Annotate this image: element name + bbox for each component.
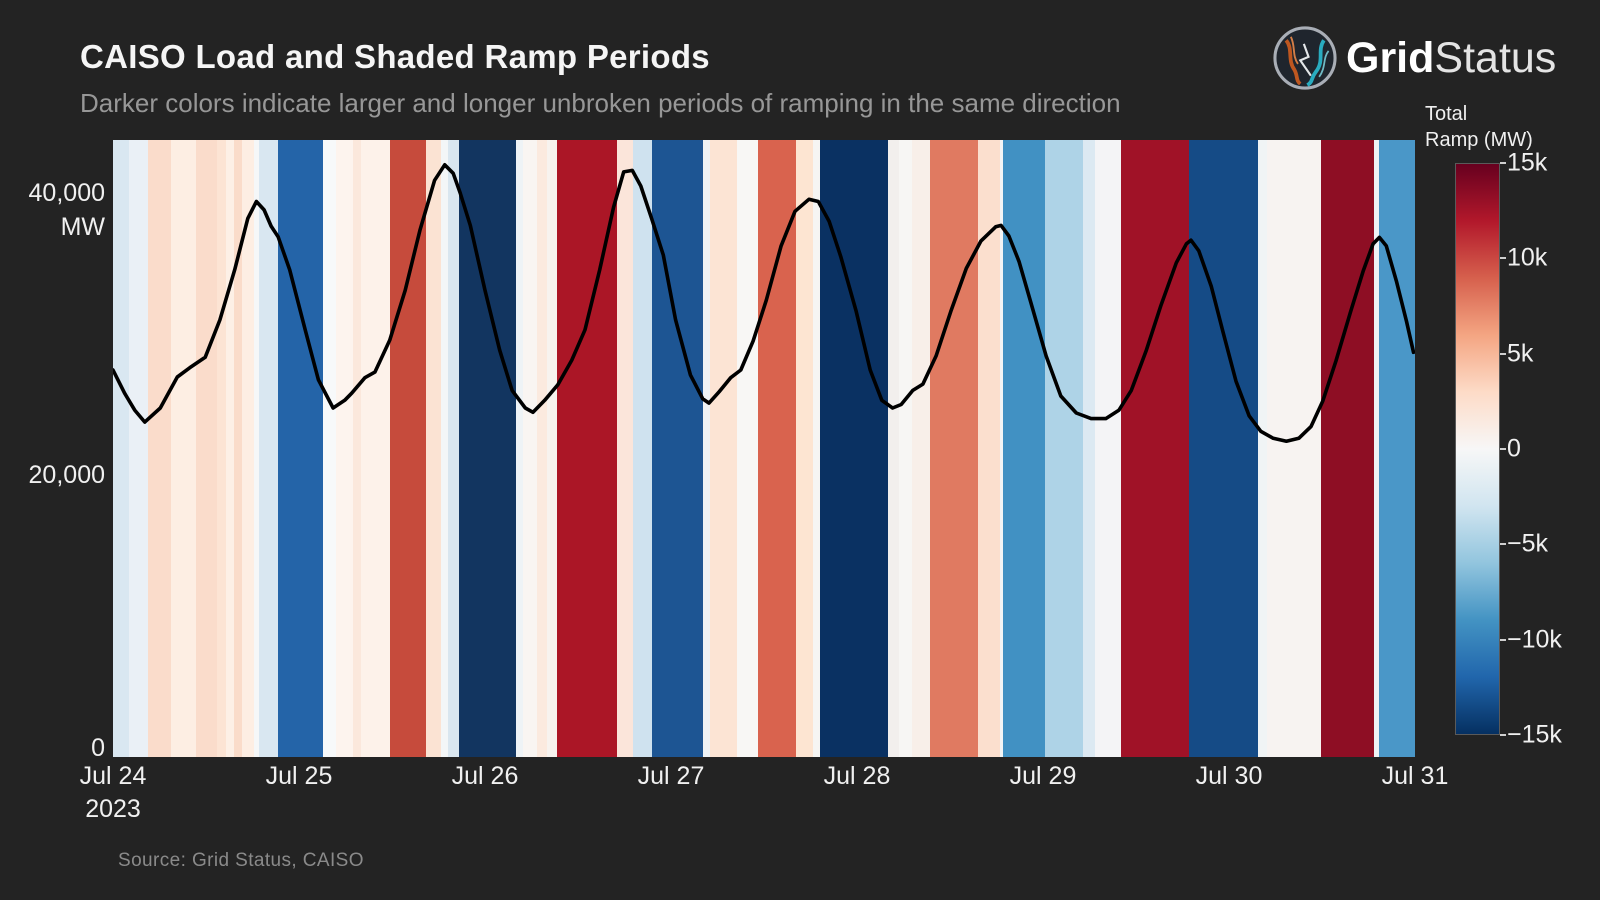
ramp-band: [1266, 140, 1321, 757]
x-tick-label: Jul 30: [1195, 762, 1263, 790]
ramp-band: [361, 140, 390, 757]
colorbar-tick-label: −15k: [1507, 720, 1562, 749]
ramp-band: [440, 140, 449, 757]
colorbar-tick-mark: [1500, 543, 1506, 546]
ramp-band: [522, 140, 537, 757]
ramp-band: [217, 140, 226, 757]
gridstatus-wordmark: GridStatus: [1346, 34, 1556, 83]
ramp-band: [1095, 140, 1121, 757]
ramp-band: [1045, 140, 1083, 757]
ramp-band: [1120, 140, 1189, 757]
colorbar-tick-mark: [1500, 352, 1506, 355]
x-tick-label: Jul 27: [637, 762, 705, 790]
ramp-band: [1257, 140, 1267, 757]
page-title: CAISO Load and Shaded Ramp Periods: [80, 38, 710, 75]
chart-subtitle: Darker colors indicate larger and longer…: [80, 88, 1121, 118]
colorbar-tick-label: 10k: [1507, 243, 1548, 272]
colorbar-title-line1: Total: [1425, 103, 1468, 125]
x-tick-label: Jul 26: [451, 762, 519, 790]
brand-grid: Grid: [1346, 33, 1435, 82]
ramp-band: [1320, 140, 1374, 757]
ramp-band: [703, 140, 710, 757]
ramp-band: [113, 140, 129, 757]
ramp-band: [253, 140, 259, 757]
x-tick-label: Jul 31: [1381, 762, 1449, 790]
ramp-band: [259, 140, 278, 757]
colorbar-tick-mark: [1500, 162, 1506, 164]
ramp-band: [148, 140, 171, 757]
x-tick-label: Jul 24 2023: [79, 762, 147, 823]
colorbar: [1455, 163, 1500, 735]
ramp-band: [448, 140, 460, 757]
ramp-band: [242, 140, 254, 757]
colorbar-title: Total Ramp (MW): [1425, 101, 1533, 153]
ramp-band: [389, 140, 427, 757]
y-tick-label: 0: [91, 734, 105, 762]
ramp-band: [912, 140, 930, 757]
load-line: [113, 163, 1415, 443]
ramp-band: [758, 140, 796, 757]
ramp-band: [977, 140, 1000, 757]
ramp-band: [516, 140, 523, 757]
ramp-band: [537, 140, 547, 757]
ramp-band: [1189, 140, 1258, 757]
ramp-band: [335, 140, 353, 757]
ramp-band: [899, 140, 913, 757]
ramp-band: [277, 140, 323, 757]
colorbar-title-line2: Ramp (MW): [1425, 129, 1533, 151]
plot-area: [113, 140, 1415, 757]
colorbar-tick-mark: [1500, 638, 1506, 641]
ramp-band: [233, 140, 243, 757]
ramp-band: [459, 140, 516, 757]
ramp-band: [812, 140, 821, 757]
x-tick-label: Jul 28: [823, 762, 891, 790]
ramp-band: [999, 140, 1003, 757]
ramp-band: [930, 140, 978, 757]
colorbar-tick-mark: [1500, 448, 1506, 450]
brand-status: Status: [1434, 33, 1557, 82]
source-note: Source: Grid Status, CAISO: [118, 850, 364, 871]
colorbar-tick-label: 0: [1507, 434, 1521, 463]
colorbar-tick-mark: [1500, 257, 1506, 260]
ramp-band: [616, 140, 633, 757]
ramp-band: [796, 140, 813, 757]
ramp-band: [633, 140, 652, 757]
ramp-band: [128, 140, 149, 757]
y-tick-label: 20,000: [28, 461, 105, 489]
ramp-band: [709, 140, 738, 757]
ramp-band: [737, 140, 759, 757]
colorbar-tick-mark: [1500, 734, 1506, 736]
ramp-band: [196, 140, 217, 757]
colorbar-tick-label: −5k: [1507, 529, 1549, 558]
ramp-band: [820, 140, 888, 757]
gridstatus-globe-icon: [1273, 26, 1337, 90]
colorbar-tick-label: 15k: [1507, 148, 1548, 177]
ramp-band: [1374, 140, 1379, 757]
colorbar-tick-label: 5k: [1507, 339, 1534, 368]
ramp-band: [1082, 140, 1095, 757]
load-line-layer: [113, 163, 1415, 443]
gridstatus-logo: GridStatus: [1272, 22, 1556, 94]
x-tick-label: Jul 25: [265, 762, 333, 790]
ramp-band: [888, 140, 899, 757]
ramp-band: [547, 140, 557, 757]
colorbar-tick-label: −10k: [1507, 625, 1562, 654]
y-tick-label: 40,000 MW: [28, 179, 105, 241]
ramp-band: [323, 140, 336, 757]
ramp-band: [170, 140, 196, 757]
ramp-band: [426, 140, 441, 757]
ramp-band: [225, 140, 234, 757]
x-tick-label: Jul 29: [1009, 762, 1077, 790]
ramp-band: [353, 140, 361, 757]
